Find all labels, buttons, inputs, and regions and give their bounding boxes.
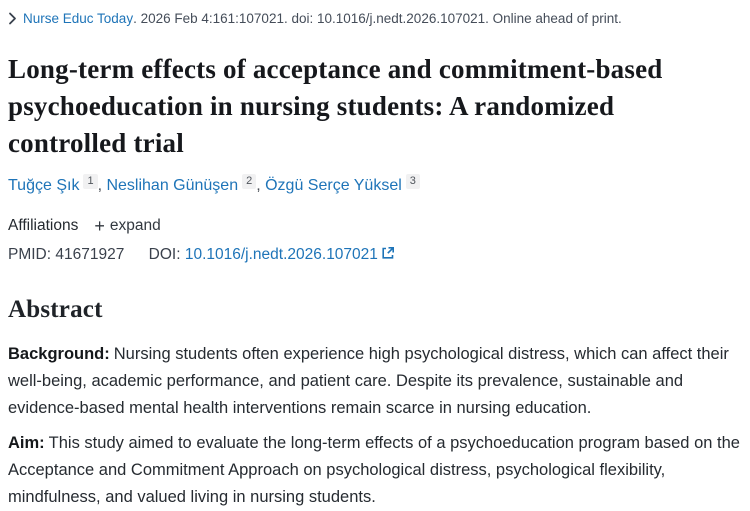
abstract-paragraph-aim: Aim: This study aimed to evaluate the lon…	[8, 430, 740, 511]
journal-link[interactable]: Nurse Educ Today	[23, 11, 134, 26]
author-separator: ,	[97, 177, 107, 194]
expand-affiliations-button[interactable]: + expand	[94, 217, 160, 235]
abstract-heading: Abstract	[8, 296, 103, 323]
identifiers-row: PMID: 41671927 DOI: 10.1016/j.nedt.2026.…	[8, 245, 740, 265]
paragraph-label: Background:	[8, 345, 110, 363]
affiliations-label: Affiliations	[8, 217, 79, 234]
citation-details: . 2026 Feb 4:161:107021. doi: 10.1016/j.…	[133, 11, 622, 26]
citation-banner: Nurse Educ Today. 2026 Feb 4:161:107021.…	[8, 9, 740, 28]
pmid-value: 41671927	[55, 246, 125, 263]
affiliation-superscript: 3	[405, 173, 420, 189]
author-separator: ,	[256, 177, 266, 194]
doi-link[interactable]: 10.1016/j.nedt.2026.107021	[185, 246, 395, 263]
paragraph-text: This study aimed to evaluate the long-te…	[8, 434, 740, 506]
article-page: Nurse Educ Today. 2026 Feb 4:161:107021.…	[8, 9, 740, 506]
paragraph-label: Aim:	[8, 434, 45, 452]
doi-group: DOI: 10.1016/j.nedt.2026.107021	[149, 246, 395, 263]
affiliation-superscript: 2	[242, 173, 257, 189]
author-link[interactable]: Özgü Serçe Yüksel	[265, 177, 402, 194]
author-link[interactable]: Tuğçe Şık	[8, 177, 80, 194]
chevron-right-icon	[8, 12, 17, 25]
expand-label: expand	[109, 216, 161, 234]
external-link-icon	[381, 246, 395, 265]
abstract-paragraph-background: Background: Nursing students often experi…	[8, 341, 740, 422]
paragraph-text: Nursing students often experience high p…	[8, 345, 729, 417]
affiliations-row: Affiliations + expand	[8, 216, 740, 235]
abstract-section: Abstract Background: Nursing students oft…	[8, 295, 740, 511]
article-title: Long-term effects of acceptance and comm…	[8, 54, 663, 158]
doi-label: DOI:	[148, 246, 181, 263]
pmid-label: PMID:	[8, 246, 52, 263]
authors-list: Tuğçe Şık 1, Neslihan Günüşen 2, Özgü Serç…	[8, 173, 740, 197]
author-link[interactable]: Neslihan Günüşen	[106, 177, 239, 194]
affiliation-superscript: 1	[83, 173, 98, 189]
plus-icon: +	[94, 215, 105, 236]
